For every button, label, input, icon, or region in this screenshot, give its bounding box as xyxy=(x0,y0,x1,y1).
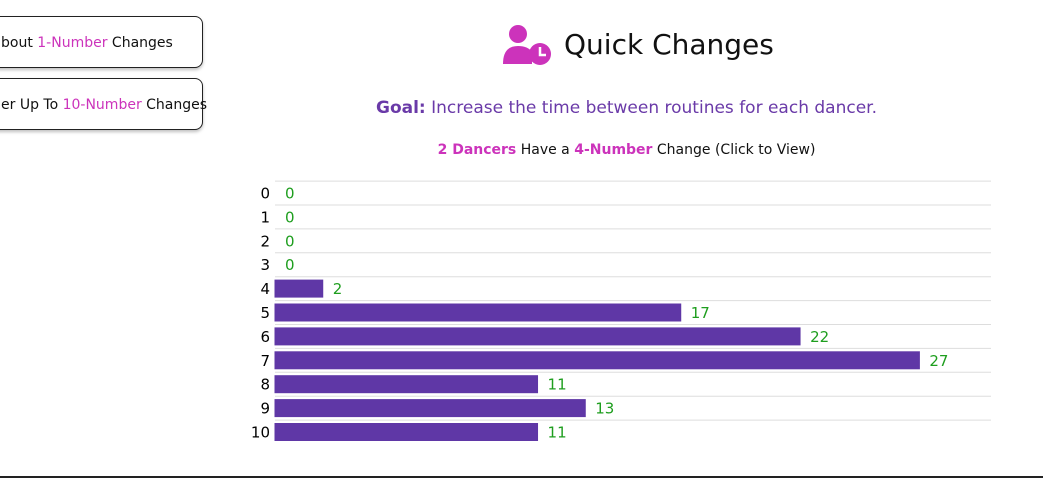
category-label: 8 xyxy=(260,376,270,394)
category-label: 10 xyxy=(251,424,270,442)
summary-text: Have a xyxy=(516,142,575,158)
button-text: Changes xyxy=(107,35,173,51)
category-label: 2 xyxy=(260,232,270,250)
title: Quick Changes xyxy=(564,27,774,61)
button-text: bout xyxy=(1,35,38,51)
category-label: 7 xyxy=(260,352,270,370)
summary-text: Change (Click to View) xyxy=(652,142,816,158)
button-highlight: 1-Number xyxy=(37,35,108,51)
goal-label: Goal: xyxy=(376,98,426,118)
value-label: 11 xyxy=(548,424,567,442)
summary-count: 2 Dancers xyxy=(437,142,517,158)
value-label: 0 xyxy=(285,232,295,250)
category-label: 0 xyxy=(260,185,270,203)
goal: Goal: Increase the time between routines… xyxy=(0,98,1043,118)
value-label: 22 xyxy=(810,328,829,346)
button-text: Changes xyxy=(141,97,208,113)
summary[interactable]: 2 Dancers Have a 4-Number Change (Click … xyxy=(0,142,1043,158)
value-label: 0 xyxy=(285,256,295,274)
button-highlight: 10-Number xyxy=(62,97,142,113)
bar[interactable] xyxy=(274,303,682,322)
button-text: er Up To xyxy=(1,97,63,113)
value-label: 2 xyxy=(333,280,343,298)
value-label: 11 xyxy=(548,376,567,394)
icon xyxy=(503,25,551,65)
value-label: 0 xyxy=(285,208,295,226)
category-label: 5 xyxy=(260,304,270,322)
value-label: 0 xyxy=(285,185,295,203)
category-label: 4 xyxy=(260,280,270,298)
category-label: 6 xyxy=(260,328,270,346)
bar[interactable] xyxy=(274,375,539,394)
category-label: 1 xyxy=(260,208,270,226)
button[interactable]: bout 1-Number Changes xyxy=(0,16,203,68)
category-label: 9 xyxy=(260,400,270,418)
button[interactable]: er Up To 10-Number Changes xyxy=(0,78,207,130)
goal-text: Increase the time between routines for e… xyxy=(425,98,877,118)
value-label: 27 xyxy=(929,352,948,370)
value-label: 17 xyxy=(691,304,710,322)
header: Quick Changes xyxy=(502,22,774,66)
bar[interactable] xyxy=(274,399,586,418)
bar[interactable] xyxy=(274,327,801,346)
bar[interactable] xyxy=(274,423,539,441)
summary-change: 4-Number xyxy=(574,142,653,158)
bar[interactable] xyxy=(274,351,920,370)
category-label: 3 xyxy=(260,256,270,274)
bar[interactable] xyxy=(274,279,324,298)
value-label: 13 xyxy=(595,400,614,418)
